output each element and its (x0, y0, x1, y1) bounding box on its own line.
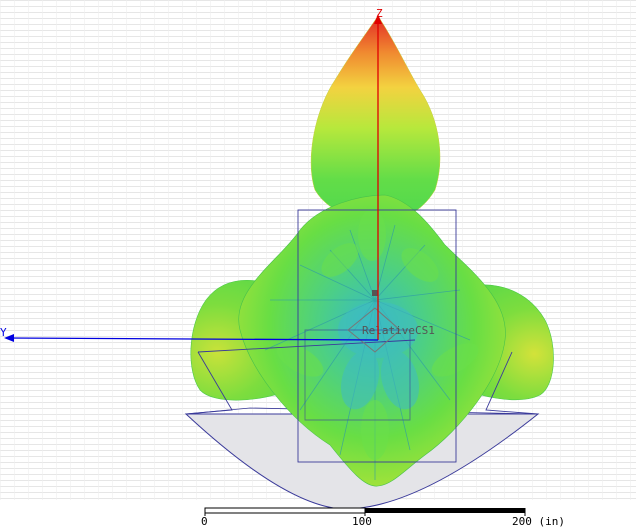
geometry-wireframe (185, 209, 539, 463)
scale-tick-200: 200 (in) (512, 515, 565, 528)
z-axis-label: Z (376, 7, 383, 20)
y-axis-label: Y (0, 326, 7, 339)
relative-cs-label: RelativeCS1 (362, 324, 435, 337)
scale-tick-100: 100 (352, 515, 372, 528)
scale-bar: 0 100 200 (in) (201, 507, 565, 528)
scale-tick-0: 0 (201, 515, 208, 528)
y-axis: Y (0, 326, 379, 342)
z-axis: Z (374, 7, 383, 340)
relative-cs-marker: RelativeCS1 (347, 290, 435, 353)
